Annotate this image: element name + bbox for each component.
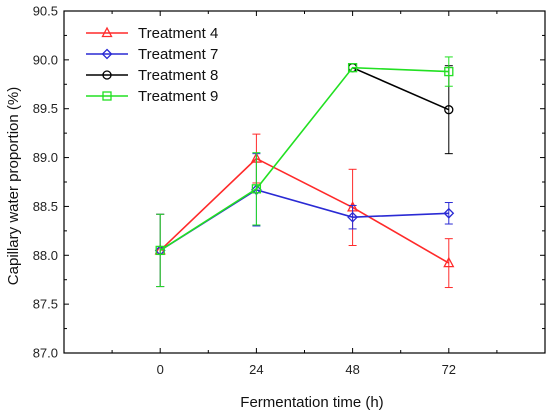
x-tick-label: 24 xyxy=(249,362,263,377)
legend-label: Treatment 8 xyxy=(138,67,218,84)
y-axis-title: Capillary water proportion (%) xyxy=(5,87,22,285)
x-tick-label: 0 xyxy=(157,362,164,377)
series-line-treatment-7 xyxy=(159,188,449,252)
y-tick-label: 90.0 xyxy=(33,52,58,67)
legend-marker xyxy=(101,26,113,38)
y-tick-label: 89.0 xyxy=(33,150,58,165)
legend-marker xyxy=(101,48,113,60)
legend-marker xyxy=(102,91,112,101)
data-point xyxy=(443,256,455,268)
x-tick-label: 72 xyxy=(442,362,456,377)
legend-marker xyxy=(102,70,112,80)
y-tick-label: 90.5 xyxy=(33,4,58,19)
series-line-treatment-4 xyxy=(159,157,450,264)
x-axis-title: Fermentation time (h) xyxy=(240,394,383,411)
data-point xyxy=(155,245,165,256)
data-point xyxy=(347,63,358,73)
data-point xyxy=(251,184,262,194)
data-point xyxy=(444,105,454,115)
y-tick-label: 89.5 xyxy=(33,101,58,116)
y-tick-label: 87.5 xyxy=(33,297,58,312)
legend-label: Treatment 7 xyxy=(138,46,218,63)
legend-label: Treatment 4 xyxy=(138,25,218,42)
y-tick-label: 87.0 xyxy=(33,346,58,361)
legend-label: Treatment 9 xyxy=(138,88,218,105)
x-tick-label: 48 xyxy=(345,362,359,377)
y-tick-label: 88.5 xyxy=(33,199,58,214)
series-line-treatment-9 xyxy=(159,66,449,252)
data-point xyxy=(444,66,454,77)
plot-frame xyxy=(63,10,546,354)
data-point xyxy=(347,211,359,223)
series-line-treatment-8 xyxy=(352,66,450,111)
plot-area: 87.0 87.5 88.0 88.5 89.0 89.5 90.0 90.5 0 24 48 72 xyxy=(33,4,546,377)
y-tick-label: 88.0 xyxy=(33,248,58,263)
data-point xyxy=(443,207,455,219)
legend: Treatment 4 Treatment 7 Treatment 8 Treatme… xyxy=(86,25,218,105)
